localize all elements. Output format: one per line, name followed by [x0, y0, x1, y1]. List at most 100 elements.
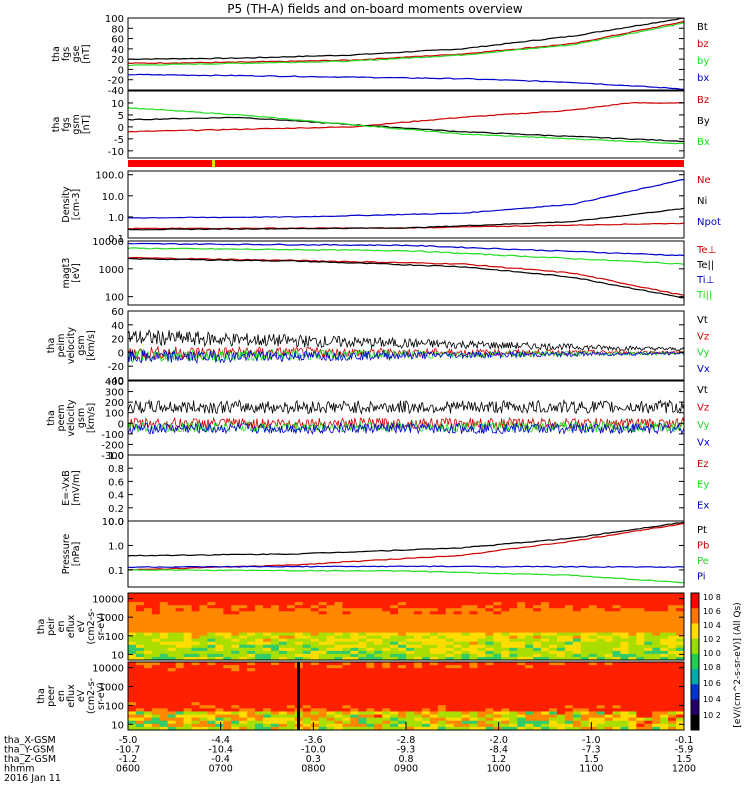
- spectrogram-cell: [548, 644, 558, 649]
- spectrogram-cell: [477, 641, 487, 646]
- spectrogram-cell: [525, 608, 534, 612]
- spectrogram-cell: [493, 632, 502, 637]
- spectrogram-cell: [461, 644, 471, 649]
- spectrogram-cell: [207, 683, 216, 688]
- spectrogram-cell: [604, 632, 614, 637]
- x-tick-label: -10.0: [301, 745, 326, 756]
- spectrogram-cell: [676, 650, 684, 655]
- spectrogram-cell: [358, 635, 367, 640]
- spectrogram-cell: [572, 680, 582, 685]
- spectrogram-cell: [270, 623, 280, 628]
- spectrogram-cell: [541, 702, 550, 706]
- spectrogram-cell: [660, 689, 669, 694]
- x-tick-label: -7.3: [582, 745, 601, 756]
- y-tick-label: 10000: [92, 664, 124, 675]
- spectrogram-cell: [461, 629, 471, 634]
- spectrogram-cell: [270, 714, 280, 719]
- spectrogram-cell: [676, 656, 684, 660]
- spectrogram-cell: [652, 593, 661, 597]
- spectrogram-cell: [223, 635, 232, 640]
- y-axis-label: gsm: [76, 335, 87, 355]
- spectrogram-cell: [342, 623, 351, 628]
- spectrogram-cell: [541, 656, 550, 660]
- spectrogram-cell: [493, 620, 502, 625]
- spectrogram-cell: [278, 714, 288, 719]
- spectrogram-cell: [215, 620, 224, 625]
- spectrogram-cell: [143, 635, 153, 640]
- spectrogram-cell: [668, 692, 677, 697]
- spectrogram-cell: [548, 677, 558, 682]
- spectrogram-cell: [247, 683, 256, 688]
- spectrogram-cell: [485, 623, 494, 628]
- spectrogram-cell: [286, 650, 296, 655]
- spectrogram-cell: [596, 653, 606, 658]
- spectrogram-cell: [342, 708, 351, 713]
- spectrogram-cell: [588, 705, 598, 709]
- spectrogram-cell: [223, 726, 232, 730]
- plot-area-peer_spectrogram: [128, 662, 684, 730]
- panel-frame: [127, 90, 685, 159]
- spectrogram-cell: [382, 662, 391, 666]
- spectrogram-cell: [413, 623, 423, 628]
- spectrogram-cell: [501, 611, 510, 615]
- spectrogram-cell: [556, 650, 566, 655]
- spectrogram-cell: [382, 617, 391, 622]
- spectrogram-cell: [564, 629, 574, 634]
- spectrogram-cell: [302, 632, 312, 637]
- spectrogram-cell: [493, 611, 502, 615]
- series-line-Vx: [128, 349, 684, 365]
- spectrogram-cell: [128, 702, 137, 706]
- spectrogram-cell: [128, 647, 137, 652]
- panel-peem_velocity: [127, 380, 685, 456]
- spectrogram-cell: [628, 635, 637, 640]
- spectrogram-cell: [429, 614, 439, 618]
- spectrogram-cell: [334, 623, 344, 628]
- spectrogram-cell: [128, 602, 137, 606]
- spectrogram-cell: [525, 614, 534, 618]
- y-tick-label: 10000: [92, 237, 124, 248]
- spectrogram-cell: [612, 638, 622, 643]
- spectrogram-cell: [644, 677, 653, 682]
- spectrogram-cell: [278, 692, 288, 697]
- spectrogram-cell: [350, 662, 359, 666]
- spectrogram-cell: [421, 683, 431, 688]
- spectrogram-cell: [286, 674, 296, 679]
- spectrogram-cell: [668, 714, 677, 719]
- spectrogram-cell: [596, 674, 606, 679]
- spectrogram-cell: [183, 611, 193, 615]
- spectrogram-cell: [167, 711, 177, 716]
- spectrogram-cell: [128, 626, 137, 631]
- spectrogram-cell: [509, 699, 518, 703]
- spectrogram-cell: [548, 717, 558, 722]
- spectrogram-cell: [453, 717, 463, 722]
- spectrogram-cell: [175, 647, 185, 652]
- spectrogram-cell: [270, 593, 280, 597]
- spectrogram-cell: [318, 608, 328, 612]
- spectrogram-cell: [199, 720, 209, 725]
- y-axis-label: gse: [71, 45, 82, 62]
- spectrogram-cell: [668, 602, 677, 606]
- spectrogram-cell: [572, 623, 582, 628]
- spectrogram-cell: [533, 641, 542, 646]
- spectrogram-cell: [437, 599, 447, 603]
- spectrogram-cell: [247, 602, 256, 606]
- spectrogram-cell: [612, 626, 622, 631]
- spectrogram-cell: [469, 674, 479, 679]
- spectrogram-cell: [350, 696, 359, 700]
- spectrogram-cell: [509, 632, 518, 637]
- spectrogram-cell: [453, 702, 463, 706]
- spectrogram-cell: [390, 641, 399, 646]
- spectrogram-cell: [143, 699, 153, 703]
- spectrogram-cell: [350, 714, 359, 719]
- spectrogram-cell: [413, 674, 423, 679]
- y-tick-label: 20: [111, 55, 124, 66]
- spectrogram-cell: [167, 647, 177, 652]
- spectrogram-cell: [556, 596, 566, 600]
- spectrogram-cell: [302, 692, 312, 697]
- spectrogram-cell: [509, 644, 518, 649]
- spectrogram-cell: [374, 596, 383, 600]
- spectrogram-cell: [390, 650, 399, 655]
- y-tick-label: -20: [108, 76, 124, 87]
- spectrogram-cell: [278, 647, 288, 652]
- spectrogram-cell: [437, 705, 447, 709]
